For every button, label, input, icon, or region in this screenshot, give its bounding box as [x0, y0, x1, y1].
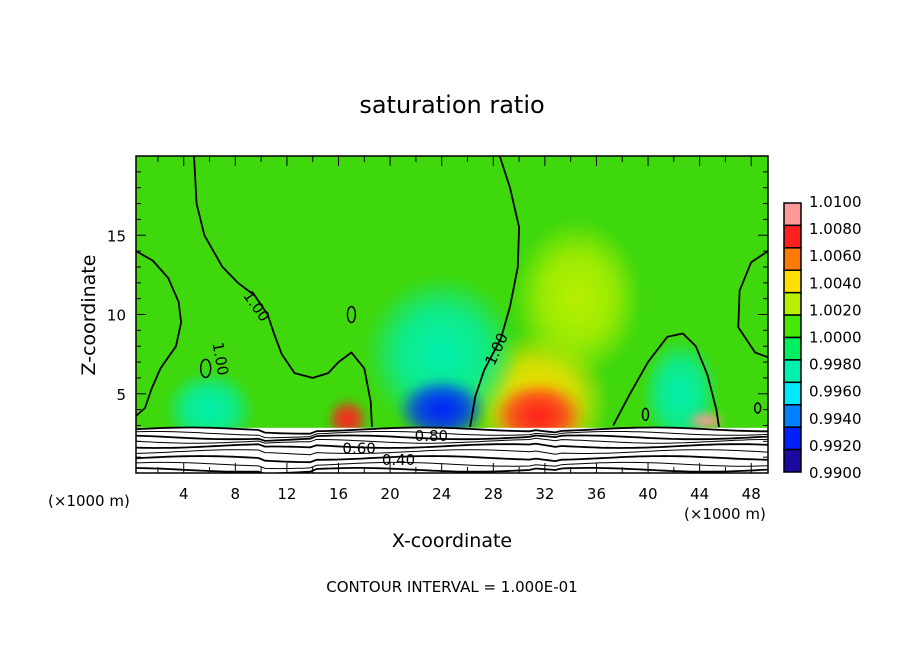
- contour-line-1-00: [193, 156, 373, 428]
- lower-contour-line: [136, 467, 768, 473]
- lower-contour-line: [136, 431, 768, 439]
- colorbar-label: 1.0100: [809, 193, 862, 211]
- colorbar-segment: [783, 247, 802, 271]
- colorbar-segment: [783, 426, 802, 451]
- colorbar-label: 0.9940: [809, 410, 862, 428]
- contour-loop: [199, 358, 212, 379]
- contour-label: 0.40: [382, 451, 415, 469]
- contour-loop: [641, 407, 650, 422]
- colorbar: 1.0100 1.0080 1.0060 1.0040 1.0020 1.0000 0.99…: [783, 193, 862, 482]
- x-tick-label: 40: [639, 485, 658, 503]
- plot-field: 1.001.00 1.000.800.600.40: [136, 156, 768, 473]
- x-tick-label: 44: [690, 485, 709, 503]
- colorbar-segment: [783, 448, 802, 473]
- x-tick-label: 28: [484, 485, 503, 503]
- x-tick-label: 16: [329, 485, 348, 503]
- x-axis-label: X-coordinate: [392, 530, 512, 552]
- contour-loop: [346, 305, 357, 324]
- y-tick-label: 5: [116, 386, 126, 404]
- contour-line-1-00: [136, 250, 182, 417]
- anomaly-blob: [512, 219, 642, 378]
- colorbar-segment: [783, 404, 802, 428]
- colorbar-segment: [783, 381, 802, 406]
- contour-loop: [753, 402, 762, 414]
- colorbar-segment: [783, 291, 802, 316]
- colorbar-label: 0.9920: [809, 437, 862, 455]
- anomaly-blob: [686, 411, 726, 431]
- lower-contour-line: [136, 437, 768, 444]
- colorbar-segment: [783, 314, 802, 339]
- colorbar-segment: [783, 224, 802, 249]
- lower-contour-line: [136, 442, 768, 449]
- x-tick-label: 4: [179, 485, 189, 503]
- x-tick-label: 8: [231, 485, 241, 503]
- x-tick-label: 12: [277, 485, 296, 503]
- colorbar-label: 0.9980: [809, 356, 862, 374]
- contour-label: 1.00: [209, 341, 233, 377]
- contour-label: 0.60: [342, 440, 375, 458]
- lower-contour-line: [136, 426, 768, 435]
- colorbar-label: 1.0020: [809, 301, 862, 319]
- colorbar-segment: [783, 202, 802, 227]
- anomaly-blob: [396, 377, 487, 442]
- colorbar-segment: [783, 336, 802, 361]
- y-axis-label: Z-coordinate: [78, 255, 100, 376]
- colorbar-label: 1.0060: [809, 247, 862, 265]
- contour-interval-note: CONTOUR INTERVAL = 1.000E-01: [326, 578, 577, 596]
- contour-line-1-00: [737, 250, 768, 359]
- x-tick-label: 48: [742, 485, 761, 503]
- colorbar-label: 1.0080: [809, 220, 862, 238]
- x-tick-label: 24: [432, 485, 451, 503]
- colorbar-label: 1.0040: [809, 274, 862, 292]
- plot-field-shapes: [136, 156, 768, 473]
- colorbar-label: 1.0000: [809, 329, 862, 347]
- contour-line-1-00: [612, 332, 720, 428]
- lower-contour-line: [136, 449, 768, 456]
- lower-contour-line: [136, 434, 768, 442]
- contour-line-1-00: [469, 156, 520, 428]
- y-tick-label: 15: [107, 227, 126, 245]
- x-tick-label: 20: [381, 485, 400, 503]
- contour-label: 0.80: [415, 427, 448, 445]
- x-unit-left: (×1000 m): [48, 492, 130, 510]
- lower-contour-line: [136, 461, 768, 470]
- y-tick-label: 10: [107, 307, 126, 325]
- colorbar-segment: [783, 359, 802, 384]
- lower-contour-line: [136, 455, 768, 464]
- chart-title: saturation ratio: [359, 91, 544, 119]
- colorbar-segment: [783, 269, 802, 294]
- x-tick-label: 36: [587, 485, 606, 503]
- colorbar-label: 0.9900: [809, 464, 862, 482]
- colorbar-label: 0.9960: [809, 383, 862, 401]
- x-tick-label: 32: [535, 485, 554, 503]
- x-unit-right: (×1000 m): [684, 505, 766, 523]
